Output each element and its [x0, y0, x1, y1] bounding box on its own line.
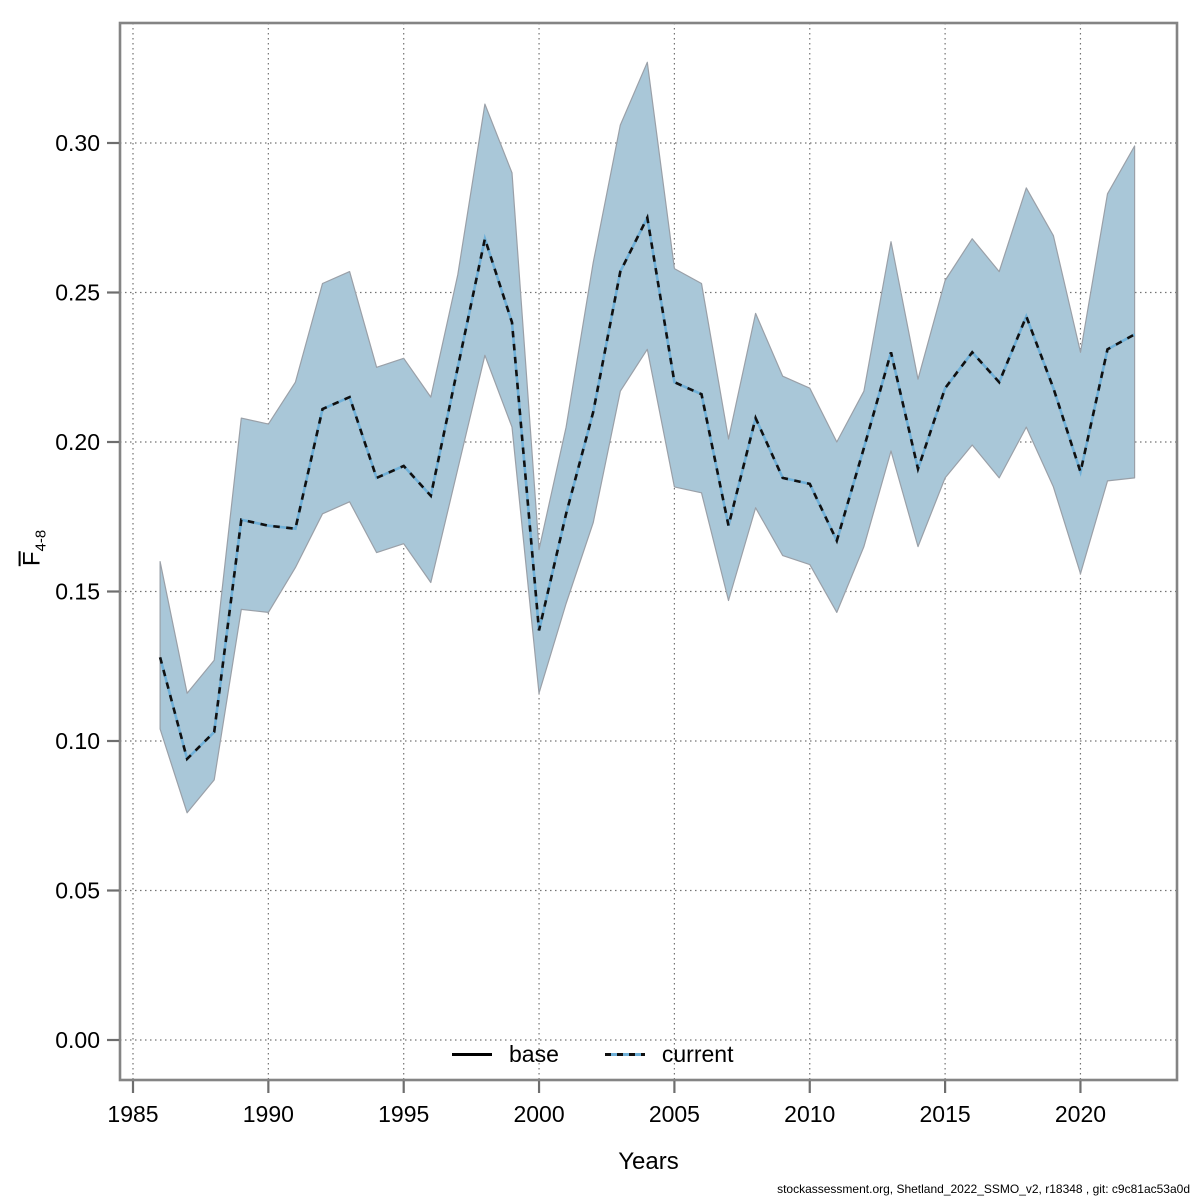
y-tick-label-0.00: 0.00: [55, 1027, 100, 1053]
y-tick-label-0.10: 0.10: [55, 728, 100, 754]
y-axis-title-subscript: 4-8: [32, 529, 50, 552]
tick-labels: 1985 1990 1995 2000 2005 2010 2015 2020 0.00 0.05…: [55, 130, 1106, 1127]
x-tick-label-1985: 1985: [107, 1101, 158, 1127]
x-tick-label-2015: 2015: [920, 1101, 971, 1127]
y-tick-label-0.30: 0.30: [55, 130, 100, 156]
x-axis-title: Years: [618, 1148, 679, 1175]
y-axis-title: F4-8: [18, 529, 50, 567]
legend-item-base: base: [452, 1041, 559, 1068]
axis-ticks: [107, 141, 1082, 1093]
chart-legend: base current: [452, 1041, 733, 1068]
source-attribution: stockassessment.org, Shetland_2022_SSMO_…: [777, 1182, 1190, 1196]
legend-item-current: current: [604, 1041, 734, 1068]
y-tick-label-0.15: 0.15: [55, 579, 100, 605]
x-tick-label-2020: 2020: [1055, 1101, 1106, 1127]
x-tick-label-2010: 2010: [784, 1101, 835, 1127]
current-line-swatch: [604, 1053, 645, 1056]
y-tick-label-0.05: 0.05: [55, 878, 100, 904]
current-line: [158, 213, 1136, 762]
plot-frame: [118, 21, 1179, 1082]
y-tick-label-0.25: 0.25: [55, 280, 100, 306]
confidence-band: [159, 61, 1136, 814]
x-tick-label-1995: 1995: [378, 1101, 429, 1127]
x-tick-label-2000: 2000: [513, 1101, 564, 1127]
legend-label-current: current: [661, 1041, 734, 1067]
y-tick-label-0.20: 0.20: [55, 429, 100, 455]
x-tick-label-1990: 1990: [243, 1101, 294, 1127]
base-line-swatch: [452, 1053, 492, 1056]
y-axis-title-main: F: [18, 551, 46, 567]
legend-label-base: base: [509, 1041, 559, 1067]
x-tick-label-2005: 2005: [649, 1101, 700, 1127]
